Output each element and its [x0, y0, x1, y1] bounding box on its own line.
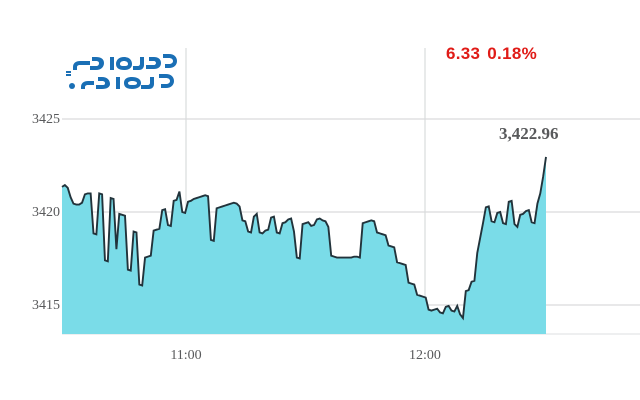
mubasher-info-logo: [66, 48, 184, 100]
y-axis-label-3415: 3415: [32, 298, 60, 313]
y-axis-label-3425: 3425: [32, 112, 60, 127]
series-line: [61, 156, 547, 321]
y-axis-label-3420: 3420: [32, 205, 60, 220]
series-area-fill: [62, 156, 546, 334]
change-value: 6.33: [446, 44, 481, 63]
x-axis-label-1200: 12:00: [409, 348, 441, 363]
x-axis-label-1100: 11:00: [170, 348, 202, 363]
last-price-annotation: 3,422.96: [499, 124, 559, 143]
quote-change: 6.33 0.18%: [446, 44, 537, 64]
change-percent: 0.18%: [487, 44, 537, 63]
